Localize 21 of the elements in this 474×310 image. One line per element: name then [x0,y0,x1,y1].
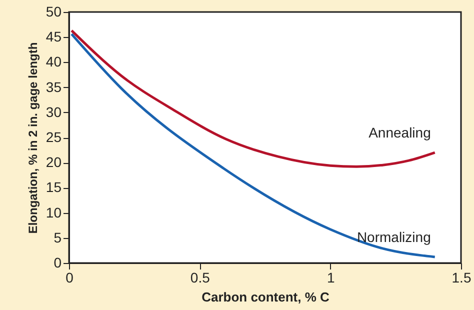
x-tick-label: 0.5 [190,270,210,286]
line-series [70,32,436,258]
y-tick-label: 20 [46,154,62,170]
y-tick-label: 30 [46,104,62,120]
y-axis-title: Elongation, % in 2 in. gage length [26,42,40,234]
x-tick-label: 1 [326,270,335,286]
x-tick-label: 1.5 [452,270,472,286]
y-tick-label: 10 [46,204,62,220]
y-tick-label: 0 [54,254,62,270]
y-tick-label: 45 [46,28,62,45]
y-tick-label: 40 [46,54,62,70]
y-tick-label: 25 [46,129,62,145]
y-tick-label: 5 [54,229,62,246]
y-tick-label: 50 [46,4,62,20]
series-label: Annealing [368,124,431,141]
line-series [70,29,436,168]
series-label: Normalizing [356,228,431,245]
x-axis-title: Carbon content, % C [202,290,330,304]
y-tick-label: 35 [46,78,62,95]
y-tick-label: 15 [46,179,62,196]
x-tick-label: 0 [66,270,74,286]
